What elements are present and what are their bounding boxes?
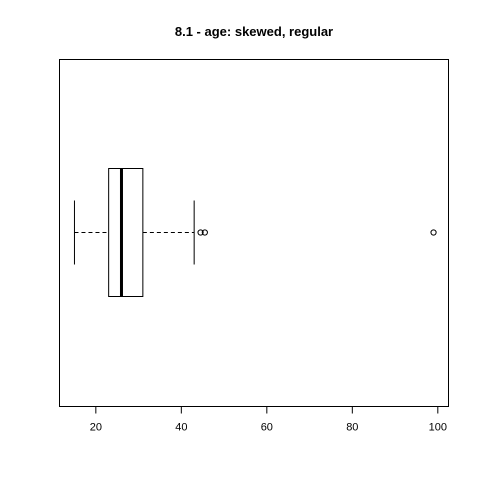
chart-title: 8.1 - age: skewed, regular [175,24,333,39]
x-tick-label: 20 [90,422,102,434]
x-tick-label: 80 [346,422,358,434]
x-tick-label: 40 [175,422,187,434]
x-tick-label: 60 [261,422,273,434]
x-tick-label: 100 [429,422,447,434]
